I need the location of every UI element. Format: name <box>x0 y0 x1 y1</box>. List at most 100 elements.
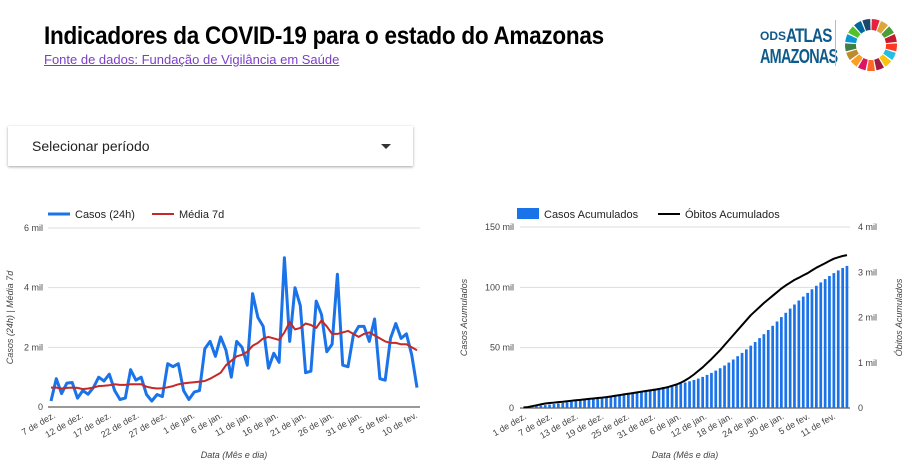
bar-casos-acumulados <box>696 378 700 408</box>
bar-casos-acumulados <box>522 407 525 408</box>
bar-casos-acumulados <box>740 352 744 408</box>
bar-casos-acumulados <box>565 402 569 408</box>
bar-casos-acumulados <box>705 374 709 408</box>
bar-casos-acumulados <box>845 265 849 408</box>
y-right-tick-label: 4 mil <box>858 222 877 232</box>
bar-casos-acumulados <box>613 395 617 408</box>
bar-casos-acumulados <box>745 349 748 408</box>
bar-casos-acumulados <box>640 390 643 408</box>
bar-casos-acumulados <box>679 383 683 408</box>
series-line-media-7d <box>51 319 418 391</box>
bar-casos-acumulados <box>670 385 674 408</box>
y-left-tick-label: 150 mil <box>485 222 514 232</box>
x-axis-title: Data (Mês e dia) <box>652 450 719 460</box>
y-right-tick-label: 1 mil <box>858 358 877 368</box>
bar-casos-acumulados <box>557 403 560 408</box>
ods-atlas-amazonas-logo: ODS ATLAS AMAZONAS <box>760 18 906 71</box>
bar-casos-acumulados <box>543 405 547 408</box>
bar-casos-acumulados <box>736 356 740 408</box>
bar-casos-acumulados <box>561 402 565 408</box>
bar-casos-acumulados <box>600 397 604 408</box>
bar-casos-acumulados <box>666 386 670 408</box>
sdg-wheel-segment <box>846 49 859 61</box>
bar-casos-acumulados <box>552 404 556 408</box>
y-tick-label: 4 mil <box>24 283 43 293</box>
logo-ods-text: ODS <box>760 29 787 43</box>
bar-casos-acumulados <box>648 389 652 408</box>
bar-casos-acumulados <box>793 304 796 408</box>
bar-casos-acumulados <box>749 345 753 408</box>
bar-casos-acumulados <box>683 382 687 408</box>
bar-casos-acumulados <box>731 359 735 408</box>
sdg-wheel-icon <box>845 19 897 71</box>
bar-casos-acumulados <box>819 282 823 408</box>
y-right-tick-label: 3 mil <box>858 267 877 277</box>
legend-label-casos-acumulados: Casos Acumulados <box>544 209 639 221</box>
bar-casos-acumulados <box>832 273 836 408</box>
bar-casos-acumulados <box>570 401 573 408</box>
y-right-tick-label: 2 mil <box>858 313 877 323</box>
logo-divider <box>835 20 836 66</box>
bar-casos-acumulados <box>657 388 661 408</box>
y-right-axis-title: Óbitos Acumulados <box>894 278 904 356</box>
bar-casos-acumulados <box>675 384 678 408</box>
series-line-obitos-acumulados <box>523 254 848 409</box>
sdg-wheel-segment <box>850 54 863 67</box>
sdg-wheel-segment <box>848 26 861 38</box>
sdg-wheel-segment <box>883 49 896 61</box>
sdg-wheel-segment <box>857 57 868 71</box>
bar-casos-acumulados <box>823 279 827 408</box>
bar-casos-acumulados <box>753 342 757 408</box>
bar-casos-acumulados <box>780 317 783 408</box>
sdg-wheel-segment <box>854 21 866 34</box>
bar-casos-acumulados <box>718 368 722 408</box>
bar-casos-acumulados <box>574 401 578 408</box>
bar-casos-acumulados <box>627 393 630 408</box>
legend-label-cases-24h: Casos (24h) <box>75 209 135 221</box>
y-tick-label: 0 <box>38 402 43 412</box>
data-source-link[interactable]: Fonte de dados: Fundação de Vigilância e… <box>44 52 340 67</box>
x-axis-title: Data (Mês e dia) <box>201 450 268 460</box>
bar-casos-acumulados <box>587 399 591 408</box>
y-left-axis-title: Casos Acumulados <box>459 278 469 356</box>
bar-casos-acumulados <box>775 321 779 408</box>
bar-casos-acumulados <box>701 376 705 408</box>
cumulative-chart: 0 50 mil 100 mil 150 mil 0 1 mil 2 mil 3 mil 4 m… <box>455 195 912 473</box>
bar-casos-acumulados <box>828 276 831 408</box>
bar-casos-acumulados <box>710 372 713 408</box>
sdg-wheel-segment <box>862 19 871 31</box>
bar-casos-acumulados <box>631 392 635 408</box>
sdg-wheel-segment <box>881 26 894 38</box>
dropdown-arrow-icon <box>381 144 391 149</box>
bar-casos-acumulados <box>688 381 691 408</box>
y-left-tick-label: 50 mil <box>490 343 514 353</box>
sdg-wheel-segment <box>866 59 876 71</box>
logo-amazonas-text: AMAZONAS <box>760 46 838 68</box>
y-left-tick-label: 0 <box>509 403 514 413</box>
sdg-wheel-segment <box>845 34 858 44</box>
bar-casos-acumulados <box>596 398 600 408</box>
bar-casos-acumulados <box>644 390 648 408</box>
period-selector[interactable]: Selecionar período <box>8 126 413 166</box>
logo-atlas-text: ATLAS <box>786 26 832 47</box>
bar-casos-acumulados <box>583 399 586 408</box>
bar-casos-acumulados <box>548 404 551 408</box>
y-right-tick-label: 0 <box>858 403 863 413</box>
bar-casos-acumulados <box>592 398 595 408</box>
sdg-wheel-segment <box>874 57 885 71</box>
bar-casos-acumulados <box>653 388 656 408</box>
bar-casos-acumulados <box>539 405 543 408</box>
y-tick-label: 2 mil <box>24 342 43 352</box>
bar-casos-acumulados <box>806 292 810 408</box>
bar-casos-acumulados <box>841 268 845 408</box>
bar-casos-acumulados <box>622 393 626 408</box>
cumulative-chart-svg: 0 50 mil 100 mil 150 mil 0 1 mil 2 mil 3 mil 4 m… <box>459 208 904 460</box>
bar-casos-acumulados <box>771 325 775 408</box>
bar-casos-acumulados <box>635 391 639 408</box>
series-line-cases-24h <box>49 256 419 403</box>
bar-casos-acumulados <box>530 406 534 408</box>
bar-casos-acumulados <box>797 300 801 408</box>
bar-casos-acumulados <box>766 330 770 408</box>
bar-casos-acumulados <box>784 312 788 408</box>
